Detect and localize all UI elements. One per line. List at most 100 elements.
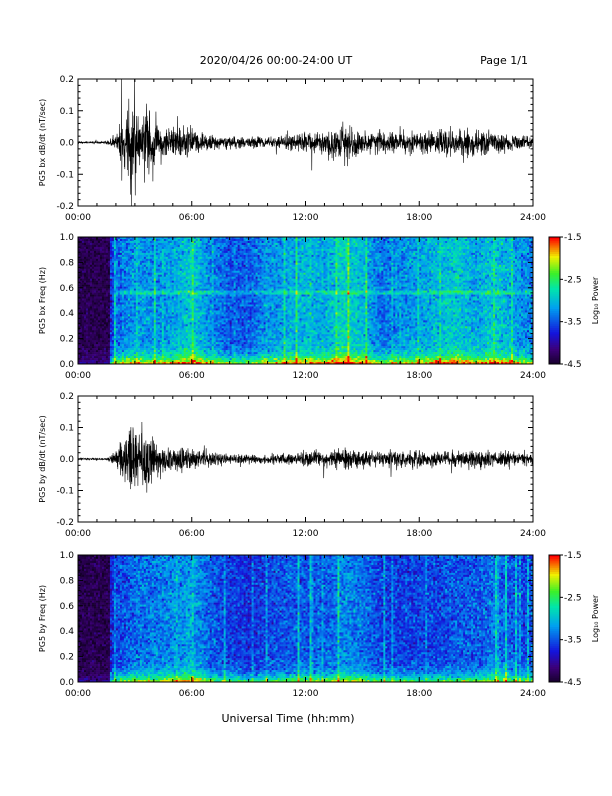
spectrogram-cell (114, 358, 116, 360)
spectrogram-cell (174, 265, 176, 267)
spectrogram-cell (146, 271, 148, 273)
spectrogram-cell (218, 289, 220, 291)
spectrogram-cell (172, 320, 174, 322)
spectrogram-cell (138, 255, 140, 257)
spectrogram-cell (92, 328, 94, 330)
spectrogram-cell (102, 306, 104, 308)
spectrogram-cell (204, 322, 206, 324)
spectrogram-cell (126, 352, 128, 354)
spectrogram-cell (152, 356, 154, 358)
spectrogram-cell (116, 312, 118, 314)
spectrogram-cell (118, 243, 120, 245)
spectrogram-cell (204, 249, 206, 251)
spectrogram-cell (166, 346, 168, 348)
spectrogram-cell (84, 277, 86, 279)
spectrogram-cell (202, 352, 204, 354)
spectrogram-cell (174, 314, 176, 316)
spectrogram-cell (110, 271, 112, 273)
spectrogram-cell (190, 251, 192, 253)
spectrogram-cell (164, 344, 166, 346)
spectrogram-cell (94, 281, 96, 283)
spectrogram-cell (104, 358, 106, 360)
spectrogram-cell (166, 259, 168, 261)
spectrogram-cell (222, 265, 224, 267)
spectrogram-cell (122, 358, 124, 360)
spectrogram-cell (174, 243, 176, 245)
spectrogram-cell (202, 328, 204, 330)
spectrogram-cell (88, 316, 90, 318)
spectrogram-cell (156, 277, 158, 279)
spectrogram-cell (206, 328, 208, 330)
spectrogram-cell (138, 301, 140, 303)
spectrogram-cell (192, 267, 194, 269)
spectrogram-cell (184, 297, 186, 299)
spectrogram-cell (114, 332, 116, 334)
spectrogram-cell (104, 287, 106, 289)
spectrogram-cell (170, 356, 172, 358)
spectrogram-cell (110, 350, 112, 352)
spectrogram-cell (188, 348, 190, 350)
spectrogram-cell (192, 265, 194, 267)
spectrogram-cell (136, 241, 138, 243)
spectrogram-cell (152, 285, 154, 287)
spectrogram-cell (154, 267, 156, 269)
spectrogram-cell (172, 356, 174, 358)
spectrogram-cell (158, 257, 160, 259)
spectrogram-cell (110, 340, 112, 342)
spectrogram-cell (184, 318, 186, 320)
spectrogram-cell (136, 251, 138, 253)
spectrogram-cell (124, 241, 126, 243)
spectrogram-cell (204, 297, 206, 299)
spectrogram-cell (226, 310, 228, 312)
spectrogram-cell (170, 243, 172, 245)
spectrogram-cell (114, 306, 116, 308)
spectrogram-cell (104, 360, 106, 362)
spectrogram-cell (154, 326, 156, 328)
spectrogram-cell (102, 354, 104, 356)
spectrogram-cell (118, 342, 120, 344)
spectrogram-cell (196, 241, 198, 243)
spectrogram-cell (194, 352, 196, 354)
spectrogram-cell (172, 289, 174, 291)
spectrogram-cell (206, 318, 208, 320)
spectrogram-cell (80, 239, 82, 241)
spectrogram-cell (186, 263, 188, 265)
spectrogram-cell (90, 257, 92, 259)
spectrogram-cell (90, 267, 92, 269)
spectrogram-cell (210, 295, 212, 297)
spectrogram-cell (204, 304, 206, 306)
spectrogram-cell (108, 299, 110, 301)
spectrogram-cell (166, 275, 168, 277)
spectrogram-cell (96, 340, 98, 342)
spectrogram-cell (224, 289, 226, 291)
spectrogram-cell (86, 306, 88, 308)
spectrogram-cell (110, 295, 112, 297)
spectrogram-cell (166, 332, 168, 334)
spectrogram-cell (202, 330, 204, 332)
spectrogram-cell (150, 275, 152, 277)
spectrogram-cell (200, 251, 202, 253)
spectrogram-cell (124, 243, 126, 245)
spectrogram-cell (184, 241, 186, 243)
spectrogram-cell (214, 299, 216, 301)
spectrogram-cell (92, 334, 94, 336)
spectrogram-cell (202, 332, 204, 334)
spectrogram-cell (212, 269, 214, 271)
spectrogram-cell (126, 360, 128, 362)
spectrogram-cell (160, 255, 162, 257)
spectrogram-cell (96, 334, 98, 336)
spectrogram-cell (102, 358, 104, 360)
spectrogram-cell (204, 245, 206, 247)
spectrogram-cell (196, 279, 198, 281)
spectrogram-cell (208, 334, 210, 336)
spectrogram-cell (118, 285, 120, 287)
spectrogram-cell (186, 269, 188, 271)
spectrogram-cell (206, 348, 208, 350)
spectrogram-cell (126, 358, 128, 360)
spectrogram-cell (94, 291, 96, 293)
spectrogram-cell (152, 267, 154, 269)
spectrogram-cell (82, 314, 84, 316)
spectrogram-cell (206, 263, 208, 265)
spectrogram-cell (132, 287, 134, 289)
spectrogram-cell (170, 354, 172, 356)
